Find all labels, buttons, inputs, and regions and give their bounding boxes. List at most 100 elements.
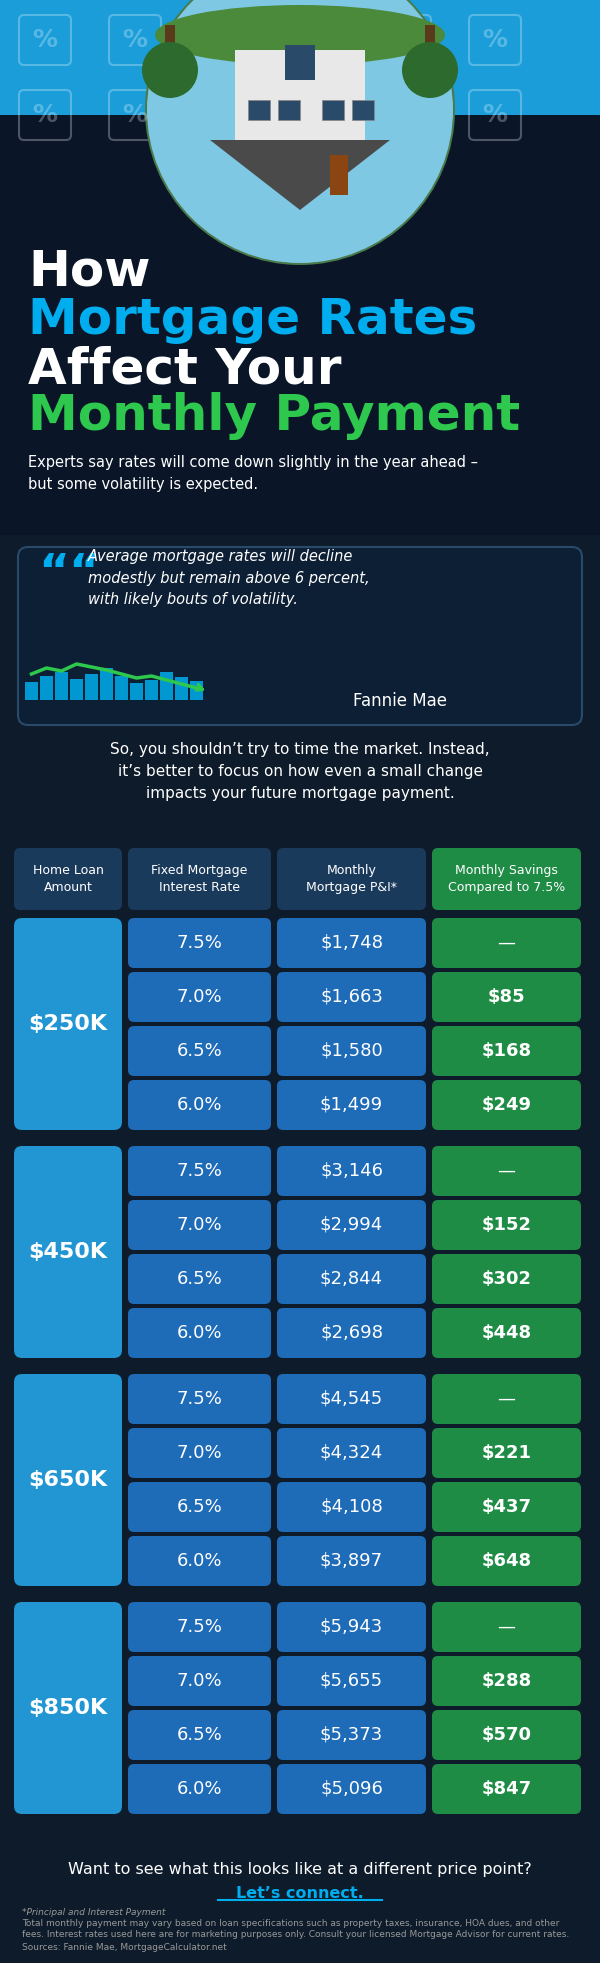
Text: $4,324: $4,324 <box>320 1445 383 1462</box>
Text: Total monthly payment may vary based on loan specifications such as property tax: Total monthly payment may vary based on … <box>22 1920 569 1939</box>
FancyBboxPatch shape <box>128 1199 271 1250</box>
Bar <box>352 100 374 120</box>
FancyBboxPatch shape <box>128 1080 271 1131</box>
Text: $1,580: $1,580 <box>320 1042 383 1060</box>
FancyBboxPatch shape <box>277 1427 426 1478</box>
FancyBboxPatch shape <box>432 1482 581 1531</box>
FancyBboxPatch shape <box>432 1427 581 1478</box>
FancyBboxPatch shape <box>277 848 426 911</box>
Text: $4,108: $4,108 <box>320 1498 383 1515</box>
Bar <box>100 667 113 701</box>
Text: 7.0%: 7.0% <box>176 987 223 1005</box>
Circle shape <box>145 0 455 265</box>
FancyBboxPatch shape <box>128 1602 271 1653</box>
FancyBboxPatch shape <box>14 848 122 911</box>
FancyBboxPatch shape <box>14 1374 122 1586</box>
FancyBboxPatch shape <box>277 1307 426 1358</box>
Text: $570: $570 <box>482 1725 532 1743</box>
Text: %: % <box>212 27 238 51</box>
Bar <box>115 675 128 701</box>
Text: Home Loan
Amount: Home Loan Amount <box>32 864 103 893</box>
Text: 6.5%: 6.5% <box>176 1042 223 1060</box>
Text: How: How <box>28 247 151 296</box>
FancyBboxPatch shape <box>128 972 271 1023</box>
Bar <box>130 683 143 701</box>
Bar <box>330 155 348 194</box>
FancyBboxPatch shape <box>128 1374 271 1423</box>
FancyBboxPatch shape <box>14 1146 122 1358</box>
Bar <box>70 679 83 701</box>
Text: Sources: Fannie Mae, MortgageCalculator.net: Sources: Fannie Mae, MortgageCalculator.… <box>22 1943 227 1951</box>
Text: 6.5%: 6.5% <box>176 1725 223 1743</box>
FancyBboxPatch shape <box>277 1080 426 1131</box>
Text: $1,663: $1,663 <box>320 987 383 1005</box>
FancyBboxPatch shape <box>432 1765 581 1814</box>
FancyBboxPatch shape <box>128 1146 271 1195</box>
Text: $448: $448 <box>481 1323 532 1343</box>
Text: %: % <box>302 27 328 51</box>
Text: 7.0%: 7.0% <box>176 1215 223 1235</box>
Text: Fannie Mae: Fannie Mae <box>353 693 447 711</box>
Text: Monthly Savings
Compared to 7.5%: Monthly Savings Compared to 7.5% <box>448 864 565 893</box>
FancyBboxPatch shape <box>432 1657 581 1706</box>
FancyBboxPatch shape <box>432 1080 581 1131</box>
FancyBboxPatch shape <box>432 1602 581 1653</box>
Text: $288: $288 <box>481 1672 532 1690</box>
Text: 6.0%: 6.0% <box>177 1553 222 1570</box>
Text: —: — <box>497 934 515 952</box>
Bar <box>165 26 175 49</box>
FancyBboxPatch shape <box>432 972 581 1023</box>
FancyBboxPatch shape <box>432 1307 581 1358</box>
Text: %: % <box>392 27 418 51</box>
FancyBboxPatch shape <box>128 1307 271 1358</box>
Text: 6.5%: 6.5% <box>176 1498 223 1515</box>
Text: Average mortgage rates will decline
modestly but remain above 6 percent,
with li: Average mortgage rates will decline mode… <box>88 550 370 607</box>
Text: $648: $648 <box>481 1553 532 1570</box>
FancyBboxPatch shape <box>277 1146 426 1195</box>
Text: 7.0%: 7.0% <box>176 1672 223 1690</box>
Text: %: % <box>122 102 148 128</box>
Text: %: % <box>122 27 148 51</box>
FancyBboxPatch shape <box>128 1710 271 1761</box>
Text: $2,844: $2,844 <box>320 1270 383 1288</box>
FancyBboxPatch shape <box>277 1765 426 1814</box>
Text: $5,096: $5,096 <box>320 1780 383 1798</box>
FancyBboxPatch shape <box>277 1374 426 1423</box>
FancyBboxPatch shape <box>277 1535 426 1586</box>
Text: $5,373: $5,373 <box>320 1725 383 1743</box>
Text: Mortgage Rates: Mortgage Rates <box>28 296 477 344</box>
Text: —: — <box>497 1162 515 1180</box>
FancyBboxPatch shape <box>277 1602 426 1653</box>
FancyBboxPatch shape <box>432 1254 581 1303</box>
Text: Experts say rates will come down slightly in the year ahead –
but some volatilit: Experts say rates will come down slightl… <box>28 455 478 491</box>
FancyBboxPatch shape <box>128 1482 271 1531</box>
Text: 7.5%: 7.5% <box>176 1618 223 1635</box>
Text: 7.5%: 7.5% <box>176 1390 223 1407</box>
Text: 7.5%: 7.5% <box>176 1162 223 1180</box>
FancyBboxPatch shape <box>432 1027 581 1076</box>
Text: $3,897: $3,897 <box>320 1553 383 1570</box>
FancyBboxPatch shape <box>277 919 426 968</box>
FancyBboxPatch shape <box>128 1657 271 1706</box>
Text: 6.0%: 6.0% <box>177 1095 222 1113</box>
FancyBboxPatch shape <box>432 919 581 968</box>
Circle shape <box>147 0 453 263</box>
Bar <box>0 230 600 536</box>
Text: $1,748: $1,748 <box>320 934 383 952</box>
FancyBboxPatch shape <box>128 848 271 911</box>
Text: $850K: $850K <box>28 1698 107 1718</box>
Polygon shape <box>210 139 390 210</box>
Bar <box>160 671 173 701</box>
Text: %: % <box>302 102 328 128</box>
Bar <box>25 681 38 701</box>
Bar <box>235 49 365 139</box>
Bar <box>55 671 68 701</box>
Text: $5,943: $5,943 <box>320 1618 383 1635</box>
Text: Let’s connect.: Let’s connect. <box>236 1886 364 1900</box>
Text: So, you shouldn’t try to time the market. Instead,
it’s better to focus on how e: So, you shouldn’t try to time the market… <box>110 742 490 801</box>
Text: $1,499: $1,499 <box>320 1095 383 1113</box>
Text: %: % <box>32 102 58 128</box>
FancyBboxPatch shape <box>432 848 581 911</box>
Text: 7.0%: 7.0% <box>176 1445 223 1462</box>
Text: $437: $437 <box>482 1498 532 1515</box>
